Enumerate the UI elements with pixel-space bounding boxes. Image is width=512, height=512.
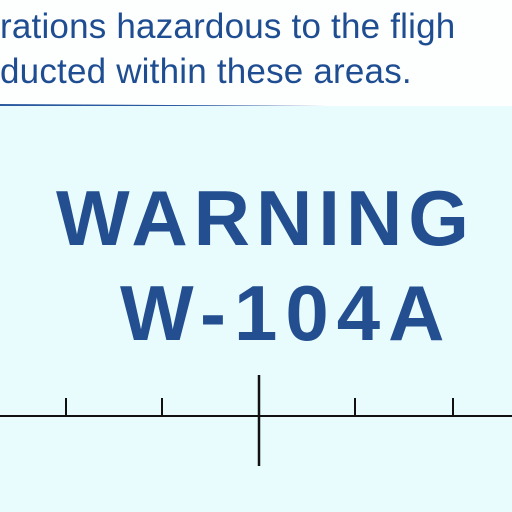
chart-area: WARNING W-104A (0, 106, 512, 512)
chart-note-line-2: ducted within these areas. (0, 52, 412, 91)
chart-note-box: rations hazardous to the fligh ducted wi… (0, 0, 512, 104)
warning-area-id: W-104A (120, 269, 453, 357)
chart-note-line-1: rations hazardous to the fligh (0, 7, 456, 46)
warning-area-designation: WARNING (56, 174, 475, 262)
